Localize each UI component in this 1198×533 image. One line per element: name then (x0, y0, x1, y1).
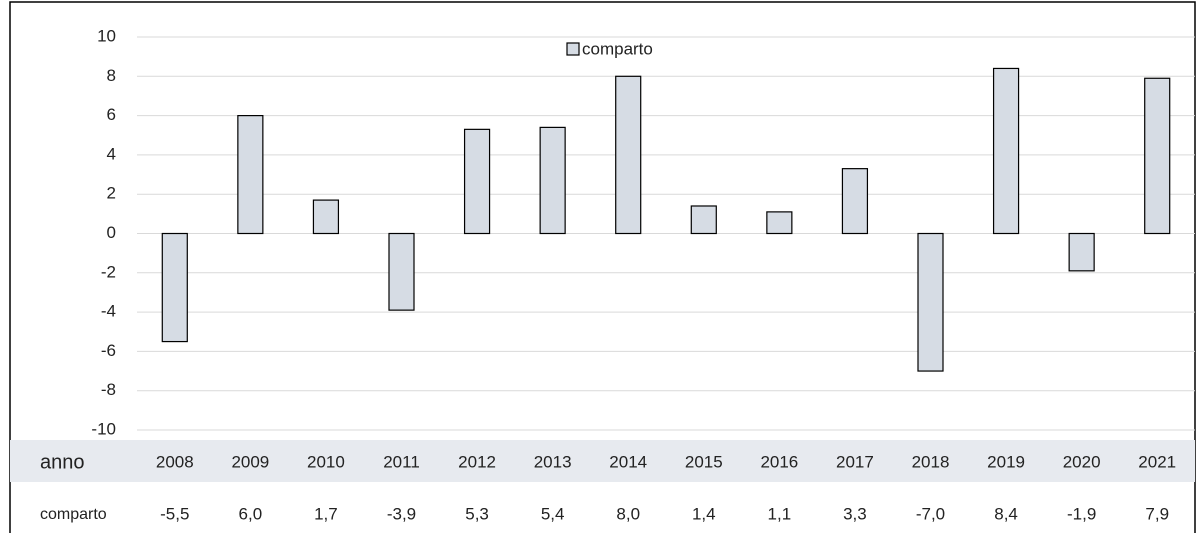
x-tick-label: 2017 (836, 452, 874, 471)
table-value: -5,5 (160, 504, 189, 523)
bar (841, 168, 869, 235)
y-tick-label: -2 (101, 262, 116, 281)
table-value: 6,0 (239, 504, 263, 523)
x-tick-label: 2011 (383, 452, 420, 471)
x-tick-label: 2016 (760, 452, 798, 471)
bar (539, 126, 566, 235)
y-tick-label: -8 (101, 380, 116, 399)
y-tick-label: -4 (101, 302, 116, 321)
bar (992, 67, 1020, 235)
x-tick-label: 2012 (458, 452, 496, 471)
bar (388, 232, 415, 311)
bar (161, 232, 188, 343)
table-value: 5,3 (465, 504, 489, 523)
x-tick-label: 2013 (534, 452, 572, 471)
x-tick-label: 2015 (685, 452, 723, 471)
bar (237, 114, 264, 235)
chart-border (9, 1, 1196, 533)
table-value: 7,9 (1145, 504, 1169, 523)
bar (766, 211, 793, 235)
x-tick-label: 2020 (1063, 452, 1101, 471)
y-tick-label: 2 (107, 184, 116, 203)
bar (917, 232, 944, 372)
table-row-label: comparto (40, 506, 107, 523)
table-value: 5,4 (541, 504, 565, 523)
y-tick-label: 4 (107, 144, 116, 163)
table-value: 3,3 (843, 504, 867, 523)
table-header-label: anno (40, 451, 85, 473)
bar (312, 199, 340, 235)
table-value: 1,1 (768, 504, 792, 523)
bar (1144, 77, 1171, 235)
y-tick-label: 6 (107, 105, 116, 124)
x-tick-label: 2010 (307, 452, 345, 471)
x-tick-label: 2021 (1138, 452, 1176, 471)
y-tick-label: 10 (97, 26, 116, 45)
table-value: 8,4 (994, 504, 1018, 523)
bar (690, 205, 717, 235)
table-value: -3,9 (387, 504, 416, 523)
table-value: 1,7 (314, 504, 338, 523)
x-tick-label: 2018 (912, 452, 950, 471)
table-header-band (10, 440, 1195, 482)
x-tick-label: 2008 (156, 452, 194, 471)
x-tick-label: 2019 (987, 452, 1025, 471)
y-tick-label: 0 (107, 223, 116, 242)
bar (615, 75, 642, 235)
bar (463, 128, 491, 235)
y-tick-label: -10 (91, 419, 116, 438)
legend-label: comparto (582, 39, 653, 58)
y-tick-label: 8 (107, 66, 116, 85)
x-tick-label: 2014 (609, 452, 647, 471)
x-tick-label: 2009 (231, 452, 269, 471)
table-value: -7,0 (916, 504, 945, 523)
y-tick-label: -6 (101, 341, 116, 360)
legend-swatch (566, 42, 580, 56)
table-value: -1,9 (1067, 504, 1096, 523)
bar (1068, 232, 1095, 272)
table-value: 1,4 (692, 504, 716, 523)
table-value: 8,0 (616, 504, 640, 523)
